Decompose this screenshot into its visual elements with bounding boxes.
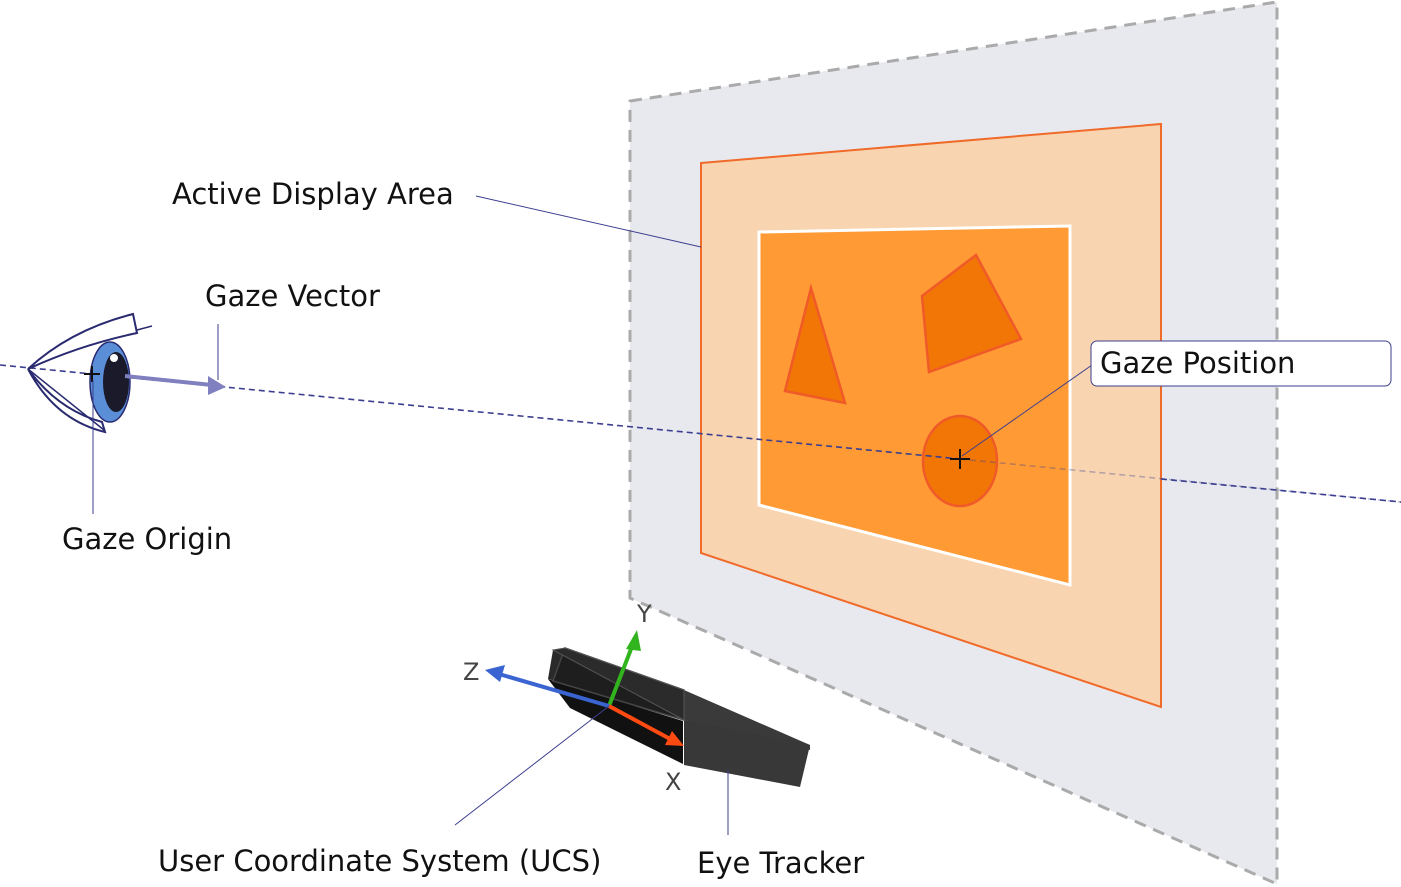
ucs-label: User Coordinate System (UCS) (158, 844, 601, 878)
eye-icon (27, 312, 153, 434)
gaze-origin-label: Gaze Origin (62, 522, 232, 556)
triangle-shape (783, 283, 847, 405)
leader-ucs (454, 705, 610, 826)
gaze-vector-label: Gaze Vector (205, 279, 380, 313)
crosshair-icon (950, 449, 970, 469)
eye-tracker-device (548, 647, 810, 787)
leader-gaze-position (961, 364, 1093, 457)
axis-y (607, 630, 641, 707)
gaze-line-behind (1160, 478, 1401, 503)
gaze-line-continued (959, 458, 1401, 503)
axis-z-label: Z (463, 658, 479, 686)
gaze-position-box (1090, 340, 1392, 387)
axis-x-label: X (665, 768, 681, 796)
active-display-area-label: Active Display Area (172, 177, 454, 211)
gaze-vector-arrow (124, 374, 226, 395)
quad-shape (920, 253, 1023, 374)
eye-tracker-label: Eye Tracker (697, 846, 864, 880)
axis-x (608, 704, 684, 746)
leader-active-display (475, 195, 702, 248)
gaze-position-label: Gaze Position (1100, 346, 1295, 380)
axis-z (485, 665, 610, 708)
axis-y-label: Y (636, 600, 652, 628)
